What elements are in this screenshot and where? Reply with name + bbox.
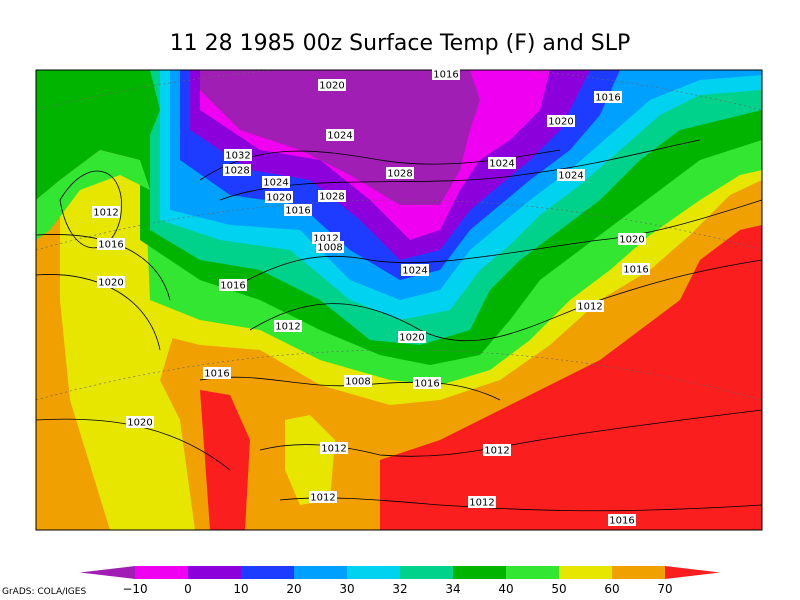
isobar-label-box [126,416,154,428]
isobar-label-box [262,176,290,188]
isobar-label-box [318,79,346,91]
isobar-label-box [468,496,496,508]
isobar-label-box [316,241,344,253]
isobar-label-box [223,164,251,176]
colorbar-tick-label: 50 [551,582,566,596]
isobar-label: 1012 [321,444,346,455]
isobar-label: 1028 [387,169,412,180]
isobar-label: 1024 [558,171,583,182]
isobar-label: 1032 [225,151,250,162]
isobar-label: 1016 [98,240,123,251]
isobar-label-box [97,238,125,250]
isobar-label-box [622,263,650,275]
isobar-label-box [326,129,354,141]
isobar-label-box [274,320,302,332]
colorbar-segment [135,566,189,579]
isobar-label: 1016 [285,206,310,217]
isobar-label-box [284,204,312,216]
isobar-label-box [265,191,293,203]
isobar-label: 1016 [220,281,245,292]
credit: GrADS: COLA/IGES [2,587,86,597]
isobar-label-box [488,157,516,169]
isobar-label-box [594,91,622,103]
colorbar-tick-label: 20 [286,582,301,596]
colorbar-tick-label: 10 [233,582,248,596]
colorbar-tick-label: −10 [122,582,147,596]
isobar-label-box [318,190,346,202]
map-frame [35,69,763,531]
colorbar-segment [294,566,348,579]
isobar-label: 1024 [263,178,288,189]
isobar-label: 1020 [619,235,644,246]
temperature-field [36,70,762,530]
colorbar-tick-label: 34 [445,582,460,596]
isobar-label: 1024 [327,131,352,142]
colorbar: −10 0 10 20 30 32 34 40 50 60 70 [80,566,720,596]
isobar-label: 1028 [319,192,344,203]
isobar-label: 1020 [127,418,152,429]
colorbar-tick-label: 70 [657,582,672,596]
isobar-label: 1020 [98,278,123,289]
isobar-label-box [618,233,646,245]
isobar-label: 1020 [319,81,344,92]
isobar-label-box [92,206,120,218]
isobar-label-box [320,442,348,454]
colorbar-segment [453,566,507,579]
colorbar-low [80,566,135,579]
colorbar-segment [400,566,454,579]
isobar-label-box [398,331,426,343]
isobar-label-box [386,167,414,179]
isobar-label: 1016 [414,379,439,390]
colorbar-segment [241,566,295,579]
isobar-label: 1012 [577,302,602,313]
isobar-label: 1016 [204,369,229,380]
isobar-label-box [224,149,252,161]
isobar-label: 1020 [548,117,573,128]
isobar-label-box [219,279,247,291]
isobar-label-box [413,377,441,389]
colorbar-segment [347,566,401,579]
isobar-label: 1016 [623,265,648,276]
isobar-label: 1016 [595,93,620,104]
colorbar-segment [506,566,560,579]
isobar-label: 1020 [266,193,291,204]
colorbar-segment [188,566,242,579]
isobar-label-box [344,375,372,387]
isobar-labels: 1020 1016 1016 1020 1024 1032 1028 1024 1024 1028… [92,68,650,527]
isobar-label-box [97,276,125,288]
colorbar-tick-label: 30 [339,582,354,596]
isobar-label: 1024 [489,159,514,170]
isobar-label-box [608,514,636,526]
isobar-label: 1008 [345,377,370,388]
isobar-label-box [547,115,575,127]
isobar-label: 1012 [275,322,300,333]
colorbar-tick-label: 60 [604,582,619,596]
isobar-label-box [576,300,604,312]
isobar-label: 1012 [484,446,509,457]
isobar-label: 1016 [609,516,634,527]
isobar-label: 1012 [313,234,338,245]
isobar-label-box [432,68,460,80]
isobar-label: 1016 [433,70,458,81]
isobar-label: 1008 [317,243,342,254]
colorbar-segment [612,566,666,579]
isobar-label: 1012 [310,493,335,504]
isobar-label-box [203,367,231,379]
isobar-label-box [557,169,585,181]
title: 11 28 1985 00z Surface Temp (F) and SLP [170,31,631,56]
isobar-label: 1012 [469,498,494,509]
colorbar-segment [559,566,613,579]
isobar-label-box [401,264,429,276]
colorbar-high [665,566,720,579]
isobar-label: 1012 [93,208,118,219]
colorbar-tick-label: 0 [184,582,192,596]
isobar-label: 1024 [402,266,427,277]
isobar-label: 1028 [224,166,249,177]
colorbar-tick-label: 32 [392,582,407,596]
colorbar-tick-label: 40 [498,582,513,596]
isobar-label: 1020 [399,333,424,344]
isobar-label-box [309,491,337,503]
isobar-label-box [483,444,511,456]
